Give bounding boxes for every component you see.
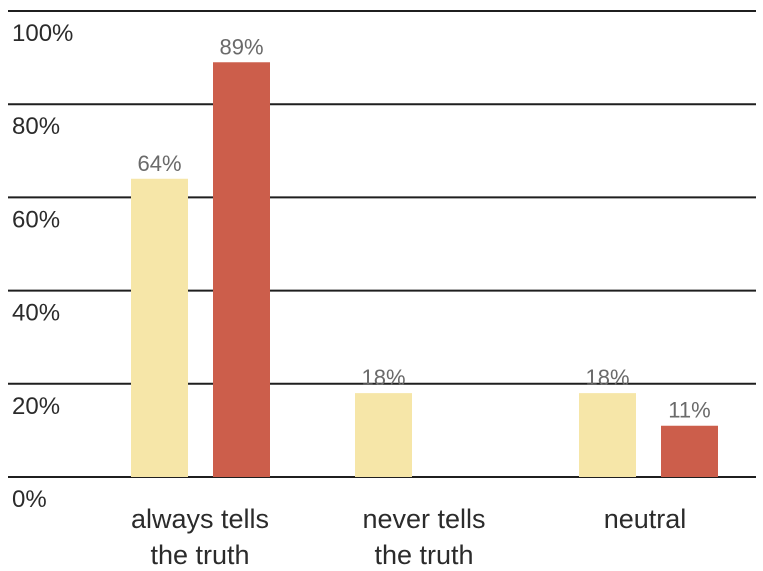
bars bbox=[131, 62, 718, 477]
y-axis-tick-labels: 0% 20% 40% 60% 80% 100% bbox=[12, 20, 73, 513]
bar bbox=[355, 393, 412, 477]
y-tick-label: 60% bbox=[12, 206, 60, 233]
data-label: 18% bbox=[361, 365, 405, 390]
category-label: always tells the truth bbox=[131, 504, 269, 570]
y-tick-label: 80% bbox=[12, 113, 60, 140]
y-tick-label: 20% bbox=[12, 393, 60, 420]
category-label: neutral bbox=[604, 504, 687, 534]
y-tick-label: 0% bbox=[12, 486, 47, 513]
data-label: 64% bbox=[137, 151, 181, 176]
y-tick-label: 100% bbox=[12, 20, 73, 47]
category-label: never tells the truth bbox=[362, 504, 485, 570]
bar bbox=[213, 62, 270, 477]
bar bbox=[661, 425, 718, 477]
bar bbox=[131, 178, 188, 477]
y-tick-label: 40% bbox=[12, 300, 60, 327]
data-label: 18% bbox=[585, 365, 629, 390]
data-labels: 64% 18% 18% 89% 11% bbox=[137, 34, 710, 422]
category-labels: always tells the truth never tells the trut… bbox=[131, 504, 686, 570]
data-label: 11% bbox=[668, 398, 710, 423]
data-label: 89% bbox=[219, 34, 263, 59]
bar bbox=[579, 393, 636, 477]
